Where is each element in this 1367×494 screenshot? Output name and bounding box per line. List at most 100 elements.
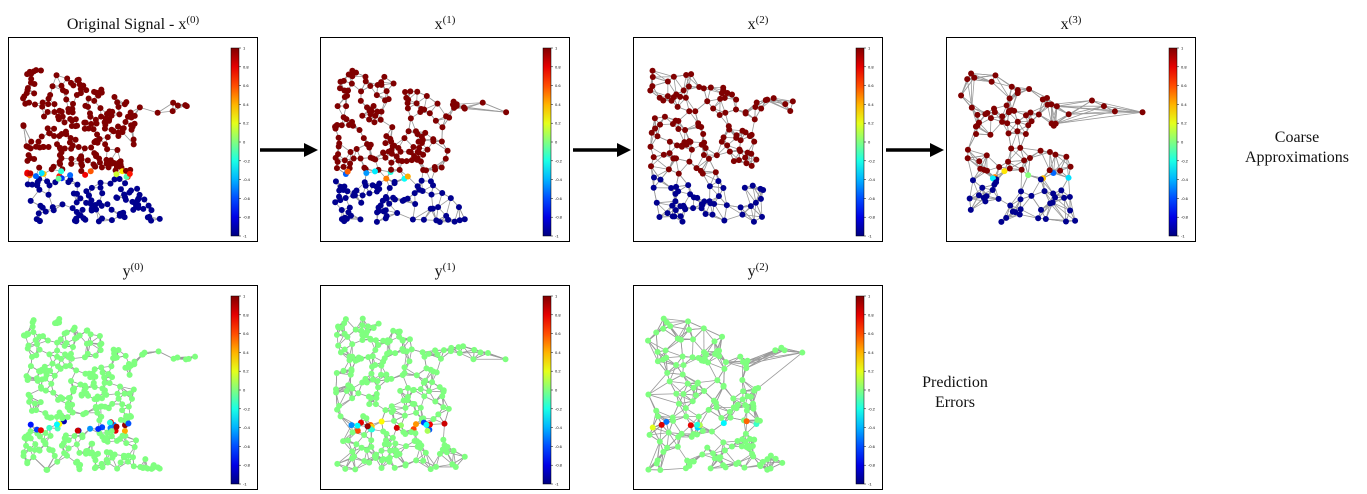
graph-node — [653, 199, 660, 206]
graph-edge — [1056, 100, 1093, 107]
graph-edge — [652, 70, 674, 78]
graph-edge — [960, 77, 975, 96]
graph-edge — [1068, 105, 1105, 115]
graph-node — [24, 181, 31, 188]
graph-node — [73, 199, 80, 206]
graph-node — [111, 176, 118, 183]
colorbar-tick-label: -0.4 — [868, 177, 876, 182]
graph-node — [709, 211, 716, 218]
graph-node — [649, 83, 656, 90]
graph-edge — [1114, 111, 1143, 113]
graph-node — [61, 119, 68, 126]
graph-node — [722, 109, 729, 116]
graph-node — [1017, 206, 1024, 213]
graph-node — [114, 146, 121, 153]
graph-node — [367, 154, 374, 161]
graph-node — [770, 95, 777, 102]
graph-node — [1050, 190, 1057, 197]
graph-node — [357, 216, 364, 223]
graph-node — [723, 202, 730, 209]
graph-node — [396, 166, 403, 173]
graph-edge — [1050, 104, 1057, 124]
graph-node — [414, 88, 421, 95]
graph-node — [1052, 120, 1059, 127]
graph-node — [675, 170, 682, 177]
graph-node — [368, 108, 375, 115]
graph-node — [1003, 102, 1010, 109]
graph-edge — [960, 95, 978, 116]
graph-node — [1025, 122, 1032, 129]
colorbar-tick-label: -0.2 — [1181, 158, 1189, 163]
colorbar-tick-label: -0.2 — [868, 158, 876, 163]
graph-node — [32, 173, 39, 180]
graph-node — [135, 201, 142, 208]
graph-node — [1047, 200, 1054, 207]
graph-node — [386, 200, 393, 207]
graph-node — [1017, 144, 1024, 151]
graph-node — [382, 97, 389, 104]
graph-node — [421, 106, 428, 113]
graph-node — [91, 97, 98, 104]
graph-node — [1046, 148, 1053, 155]
colorbar-tick-label: -0.2 — [243, 158, 251, 163]
graph-node — [671, 155, 678, 162]
graph-node — [51, 101, 58, 108]
graph-node — [656, 213, 663, 220]
graph-node — [742, 129, 749, 136]
graph-node — [399, 158, 406, 165]
graph-node — [117, 161, 124, 168]
graph-node — [1017, 196, 1024, 203]
graph-node — [700, 85, 707, 92]
title-x0: Original Signal - x(0) — [66, 14, 200, 33]
graph-node — [389, 124, 396, 131]
graph-node — [146, 213, 153, 220]
graph-edge — [1047, 104, 1052, 124]
graph-node — [106, 116, 113, 123]
graph-node — [31, 90, 38, 97]
graph-node — [78, 167, 85, 174]
graph-node — [397, 148, 404, 155]
graph-node — [453, 101, 460, 108]
graph-node — [64, 75, 71, 82]
graph-node — [334, 103, 341, 110]
colorbar-tick-label: 1 — [555, 46, 558, 51]
graph-node — [393, 153, 400, 160]
graph-node — [1037, 176, 1044, 183]
graph-node — [682, 94, 689, 101]
graph-node — [183, 103, 190, 110]
graph-node — [359, 112, 366, 119]
graph-node — [83, 199, 90, 206]
graph-node — [148, 207, 155, 214]
graph-node — [704, 98, 711, 105]
graph-node — [713, 152, 720, 159]
graph-node — [366, 116, 373, 123]
graph-node — [1046, 167, 1053, 174]
graph-node — [357, 155, 364, 162]
graph-node — [51, 109, 58, 116]
graph-node — [737, 204, 744, 211]
graph-node — [660, 151, 667, 158]
colorbar-tick-label: 0.2 — [1181, 121, 1187, 126]
graph-node — [390, 80, 397, 87]
graph-node — [34, 179, 41, 186]
graph-node — [706, 183, 713, 190]
graph-node — [682, 126, 689, 133]
graph-node — [407, 88, 414, 95]
graph-node — [74, 181, 81, 188]
graph-node — [1042, 216, 1049, 223]
graph-node — [1006, 165, 1013, 172]
graph-node — [77, 195, 84, 202]
graph-node — [79, 162, 86, 169]
graph-edge — [971, 77, 975, 108]
graph-node — [749, 182, 756, 189]
graph-node — [664, 210, 671, 217]
colorbar-tick-label: 0.8 — [1181, 64, 1187, 69]
title-x1: x(1) — [434, 14, 456, 33]
graph-node — [370, 103, 377, 110]
graph-node — [108, 126, 115, 133]
graph-node — [707, 84, 714, 91]
graph-node — [122, 196, 129, 203]
graph-node — [382, 215, 389, 222]
graph-node — [36, 218, 43, 225]
graph-node — [117, 186, 124, 193]
